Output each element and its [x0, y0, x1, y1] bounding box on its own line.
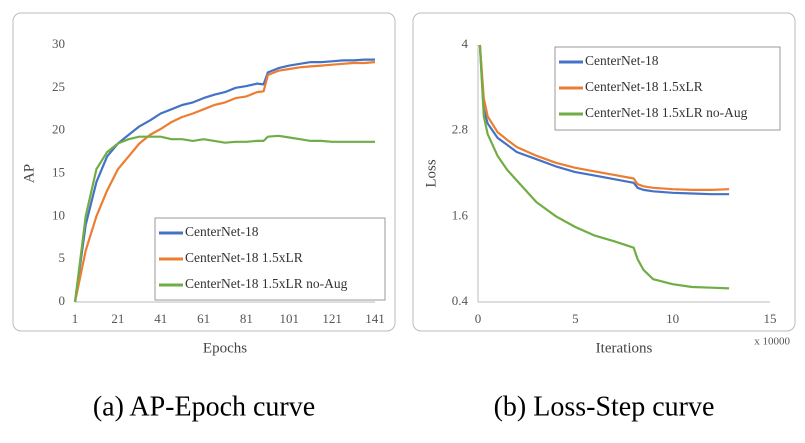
x-tick-label: 15 — [764, 311, 777, 326]
data-line — [73, 58, 375, 303]
x-tick-label: 121 — [322, 311, 342, 326]
panel-frame — [12, 12, 396, 332]
y-tick-label: 0.4 — [452, 293, 469, 308]
x-tick-label: 101 — [280, 311, 300, 326]
x-tick-label: 81 — [240, 311, 253, 326]
x-tick-label: 61 — [197, 311, 210, 326]
y-tick-label: 20 — [52, 122, 65, 137]
legend-label: CenterNet-18 1.5xLR — [185, 250, 303, 265]
x-tick-label: 41 — [154, 311, 167, 326]
x-tick-label: 5 — [572, 311, 579, 326]
y-tick-label: 4 — [462, 36, 469, 51]
data-line — [478, 44, 730, 196]
x-axis-label: Epochs — [203, 340, 247, 356]
data-line — [478, 44, 730, 290]
y-tick-label: 0 — [59, 293, 66, 308]
x-tick-label: 1 — [72, 311, 79, 326]
data-line — [73, 61, 376, 303]
x-tick-label: 10 — [666, 311, 679, 326]
panel-frame — [412, 12, 796, 332]
legend-label: CenterNet-18 1.5xLR no-Aug — [185, 276, 348, 291]
y-tick-label: 5 — [59, 250, 66, 265]
y-tick-label: 15 — [52, 164, 65, 179]
y-tick-label: 2.8 — [452, 122, 468, 137]
data-line — [73, 134, 375, 303]
y-axis-label: Loss — [423, 159, 439, 188]
legend-box — [154, 217, 386, 301]
data-line — [478, 44, 730, 191]
legend-label: CenterNet-18 — [585, 53, 659, 68]
legend-label: CenterNet-18 1.5xLR — [585, 79, 703, 94]
x-tick-label: 21 — [111, 311, 124, 326]
caption: (a) AP-Epoch curve — [93, 391, 315, 422]
x-tick-label: 0 — [475, 311, 482, 326]
x-axis-label: Iterations — [596, 340, 653, 356]
x-tick-label: 141 — [365, 311, 385, 326]
y-tick-label: 25 — [52, 79, 65, 94]
y-tick-label: 10 — [52, 207, 65, 222]
y-tick-label: 30 — [52, 36, 65, 51]
legend-label: CenterNet-18 1.5xLR no-Aug — [585, 105, 748, 120]
y-axis-label: AP — [21, 164, 37, 183]
legend-label: CenterNet-18 — [185, 224, 259, 239]
caption: (b) Loss-Step curve — [494, 391, 715, 422]
legend-box — [554, 46, 781, 131]
y-tick-label: 1.6 — [452, 207, 469, 222]
x-axis-unit: x 10000 — [754, 336, 790, 348]
